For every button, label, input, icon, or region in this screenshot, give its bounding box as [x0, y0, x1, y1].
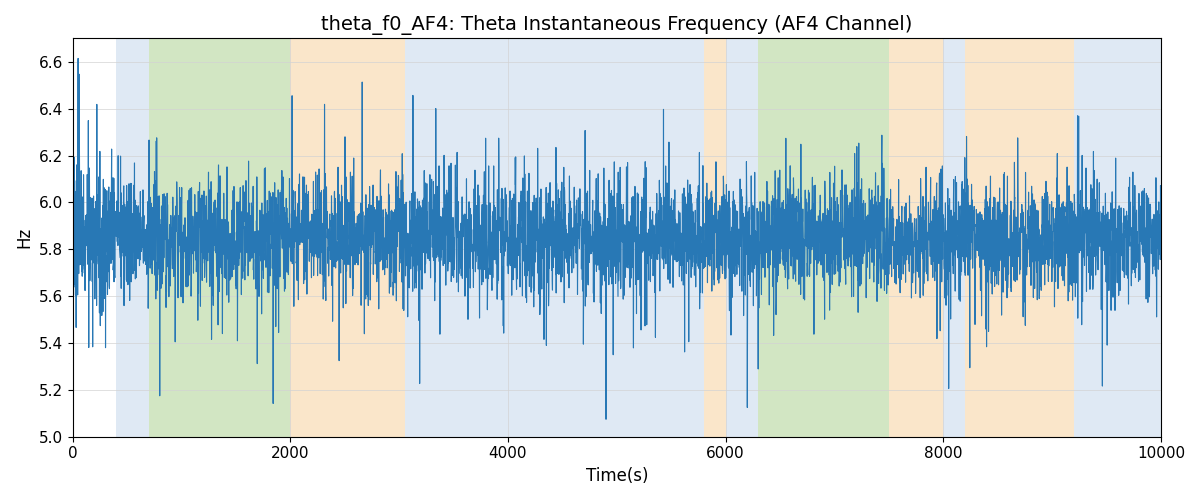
Bar	[290, 38, 404, 436]
Title: theta_f0_AF4: Theta Instantaneous Frequency (AF4 Channel): theta_f0_AF4: Theta Instantaneous Freque…	[322, 15, 912, 35]
Bar	[889, 38, 943, 436]
Y-axis label: Hz: Hz	[16, 227, 34, 248]
Bar	[1074, 38, 1160, 436]
Bar	[965, 38, 1074, 436]
Bar	[726, 38, 758, 436]
Bar	[149, 38, 290, 436]
Bar	[704, 38, 726, 436]
Bar	[404, 38, 704, 436]
Bar	[758, 38, 797, 436]
X-axis label: Time(s): Time(s)	[586, 467, 648, 485]
Bar	[116, 38, 149, 436]
Bar	[797, 38, 889, 436]
Bar	[943, 38, 965, 436]
